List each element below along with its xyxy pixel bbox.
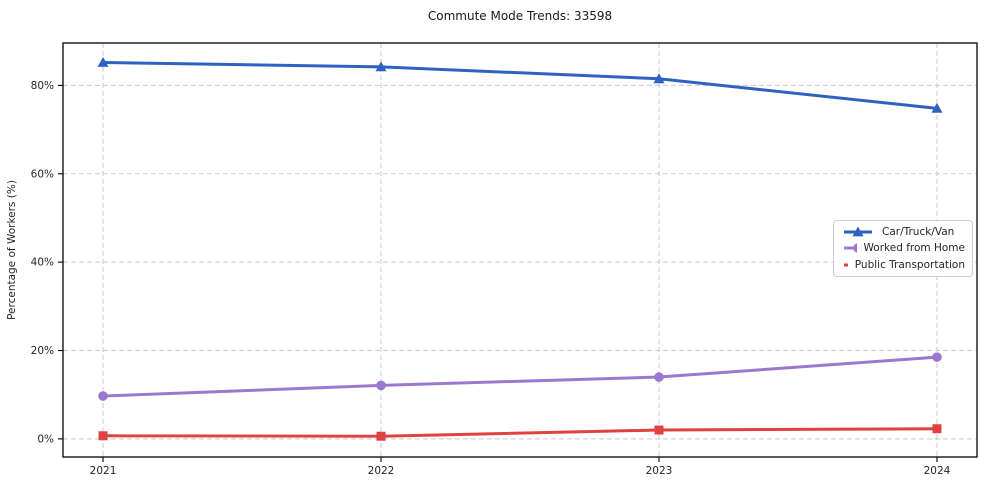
y-tick-label: 0% (37, 433, 54, 445)
legend-swatch-car-truck-van (844, 226, 872, 237)
legend-swatch-public-transportation (844, 263, 848, 267)
series-marker-car-truck-van (97, 56, 109, 67)
y-tick-label: 60% (31, 168, 54, 180)
series-line-worked-from-home (101, 355, 939, 398)
series-marker-worked-from-home (654, 372, 664, 382)
series-line-public-transportation (101, 427, 939, 438)
legend-entry-public-transportation: Public Transportation (841, 258, 965, 272)
legend-label-car-truck-van: Car/Truck/Van (882, 226, 955, 239)
legend-swatch-marker (852, 226, 864, 237)
legend-swatch-worked-from-home (844, 243, 857, 254)
x-tick-label: 2021 (90, 465, 117, 477)
series-marker-public-transportation (932, 424, 942, 434)
chart-title: Commute Mode Trends: 33598 (427, 9, 613, 23)
x-tick-label: 2023 (646, 465, 673, 477)
legend-entry-worked-from-home: Worked from Home (841, 241, 965, 255)
series-marker-public-transportation (98, 431, 108, 441)
series-marker-car-truck-van (653, 73, 665, 84)
series-marker-public-transportation (654, 425, 664, 435)
x-tick-label: 2024 (924, 465, 951, 477)
series-marker-worked-from-home (932, 352, 942, 362)
legend-swatch-marker (853, 243, 857, 254)
x-tick-label: 2022 (368, 465, 395, 477)
legend-label-public-transportation: Public Transportation (854, 258, 965, 271)
y-axis-label: Percentage of Workers (%) (6, 180, 18, 320)
series-marker-worked-from-home (98, 391, 108, 401)
series-marker-worked-from-home (376, 380, 386, 391)
plot-border (62, 42, 978, 458)
legend-label-worked-from-home: Worked from Home (863, 242, 965, 255)
series-marker-car-truck-van (931, 102, 943, 113)
y-tick-label: 40% (31, 257, 54, 269)
legend: Car/Truck/Van Worked from Home Public Tr… (833, 220, 973, 277)
series-marker-public-transportation (376, 431, 386, 441)
series-line-car-truck-van (101, 60, 939, 110)
legend-entry-car-truck-van: Car/Truck/Van (841, 225, 965, 239)
y-tick-label: 20% (31, 345, 54, 357)
y-tick-label: 80% (31, 80, 54, 92)
series-marker-car-truck-van (375, 61, 387, 72)
